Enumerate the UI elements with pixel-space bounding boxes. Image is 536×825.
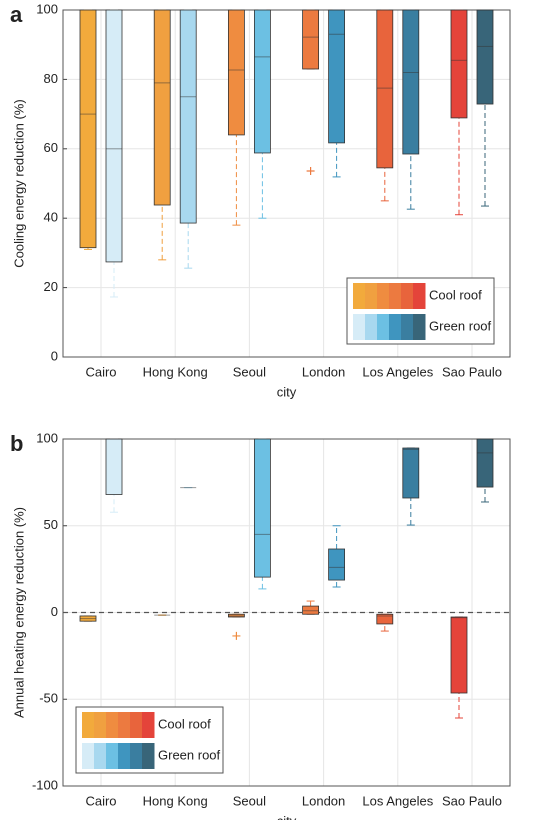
box [450, 9, 468, 119]
x-axis-label: city [277, 384, 297, 399]
legend-swatch [353, 314, 366, 340]
box [105, 9, 123, 263]
legend-label: Green roof [429, 318, 492, 333]
legend-swatch [365, 314, 378, 340]
x-tick-label: Seoul [233, 364, 266, 379]
box [302, 605, 320, 615]
legend-swatch [377, 314, 390, 340]
legend-swatch [82, 712, 95, 738]
box [179, 9, 197, 224]
plot-frame [62, 9, 511, 358]
legend-swatch [377, 283, 390, 309]
legend-swatch [118, 712, 131, 738]
y-tick-label: 100 [36, 430, 58, 445]
legend-swatch [106, 712, 119, 738]
legend-swatch [389, 283, 402, 309]
plot-frame [62, 438, 511, 787]
y-tick-label: 0 [51, 604, 58, 619]
box [402, 447, 420, 499]
box [328, 548, 346, 581]
x-tick-label: Los Angeles [362, 364, 433, 379]
y-tick-label: 100 [36, 1, 58, 16]
y-tick-label: -50 [39, 691, 58, 706]
x-axis-label: city [277, 813, 297, 820]
legend-swatch [401, 314, 414, 340]
legend-swatch [401, 283, 414, 309]
legend-swatch [142, 712, 155, 738]
box [376, 9, 394, 169]
outlier [306, 167, 315, 176]
legend-swatch [365, 283, 378, 309]
x-tick-label: Sao Paulo [442, 364, 502, 379]
outlier [232, 631, 241, 640]
box [79, 9, 97, 249]
box [227, 9, 245, 136]
panel-label: b [10, 431, 23, 456]
legend-label: Cool roof [429, 287, 482, 302]
x-tick-label: Cairo [85, 364, 116, 379]
box [450, 616, 468, 694]
y-tick-label: -100 [32, 777, 58, 792]
x-tick-label: Cairo [85, 793, 116, 808]
legend-swatch [82, 743, 95, 769]
box [253, 438, 271, 578]
box [476, 438, 494, 488]
box [476, 9, 494, 105]
x-tick-label: Hong Kong [143, 364, 208, 379]
box [328, 9, 346, 144]
legend-swatch [94, 743, 107, 769]
x-tick-label: London [302, 793, 345, 808]
x-tick-label: Hong Kong [143, 793, 208, 808]
y-axis-label: Annual heating energy reduction (%) [11, 507, 26, 718]
legend-label: Green roof [158, 747, 221, 762]
legend-swatch [389, 314, 402, 340]
legend-swatch [94, 712, 107, 738]
x-tick-label: Los Angeles [362, 793, 433, 808]
legend-swatch [118, 743, 131, 769]
y-tick-label: 0 [51, 348, 58, 363]
y-tick-label: 80 [44, 71, 58, 86]
box [253, 9, 271, 154]
legend-swatch [413, 314, 426, 340]
legend-swatch [142, 743, 155, 769]
box [153, 9, 171, 206]
legend-swatch [353, 283, 366, 309]
y-axis-label: Cooling energy reduction (%) [11, 99, 26, 267]
box [302, 9, 320, 70]
box [402, 9, 420, 155]
x-tick-label: Seoul [233, 793, 266, 808]
box [376, 613, 394, 625]
legend-swatch [130, 712, 143, 738]
y-tick-label: 20 [44, 279, 58, 294]
legend-swatch [106, 743, 119, 769]
x-tick-label: London [302, 364, 345, 379]
y-tick-label: 60 [44, 140, 58, 155]
y-tick-label: 40 [44, 210, 58, 225]
panel-label: a [10, 2, 23, 27]
x-tick-label: Sao Paulo [442, 793, 502, 808]
legend-swatch [413, 283, 426, 309]
legend-label: Cool roof [158, 716, 211, 731]
box [105, 438, 123, 495]
legend-swatch [130, 743, 143, 769]
y-tick-label: 50 [44, 517, 58, 532]
